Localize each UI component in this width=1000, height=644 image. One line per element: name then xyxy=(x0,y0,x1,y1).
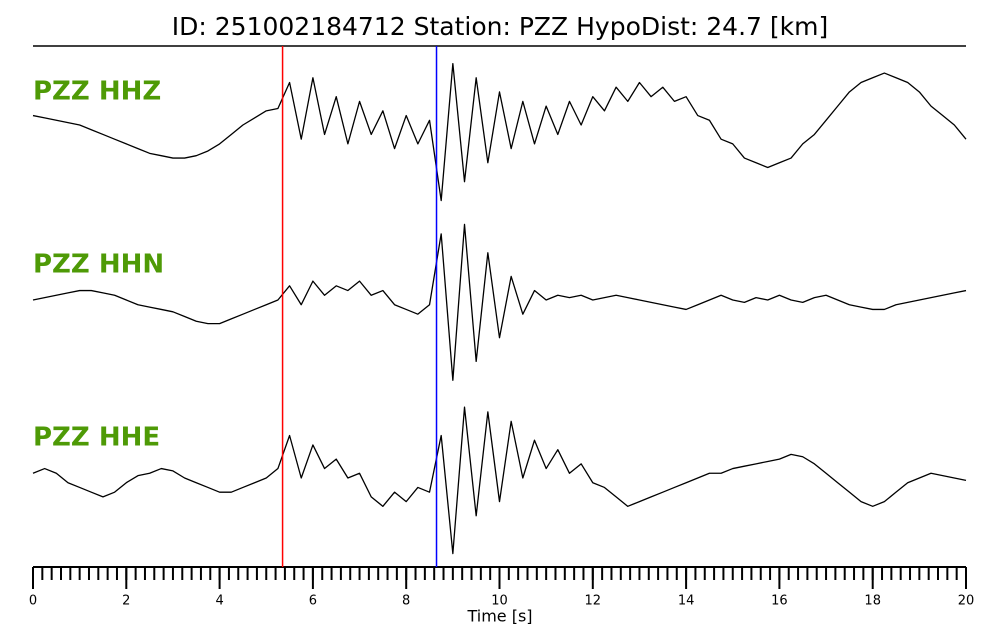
waveform xyxy=(32,223,967,381)
trace-label: PZZ HHE xyxy=(33,423,160,453)
x-tick-label: 18 xyxy=(864,594,881,609)
x-tick-label: 10 xyxy=(491,594,508,609)
trace-label: PZZ HHN xyxy=(33,250,164,280)
chart-title: ID: 251002184712 Station: PZZ HypoDist: … xyxy=(172,12,828,41)
x-tick-label: 6 xyxy=(309,594,317,609)
x-tick-label: 14 xyxy=(678,594,695,609)
x-tick-label: 0 xyxy=(29,594,37,609)
trace-label: PZZ HHZ xyxy=(33,77,161,107)
x-tick-label: 4 xyxy=(215,594,223,609)
x-tick-label: 12 xyxy=(585,594,602,609)
x-tick-label: 20 xyxy=(958,594,975,609)
waveform xyxy=(32,406,967,555)
x-axis-label: Time [s] xyxy=(466,607,532,626)
x-tick-label: 16 xyxy=(771,594,788,609)
x-tick-label: 8 xyxy=(402,594,410,609)
x-tick-label: 2 xyxy=(122,594,130,609)
waveform xyxy=(32,62,967,202)
